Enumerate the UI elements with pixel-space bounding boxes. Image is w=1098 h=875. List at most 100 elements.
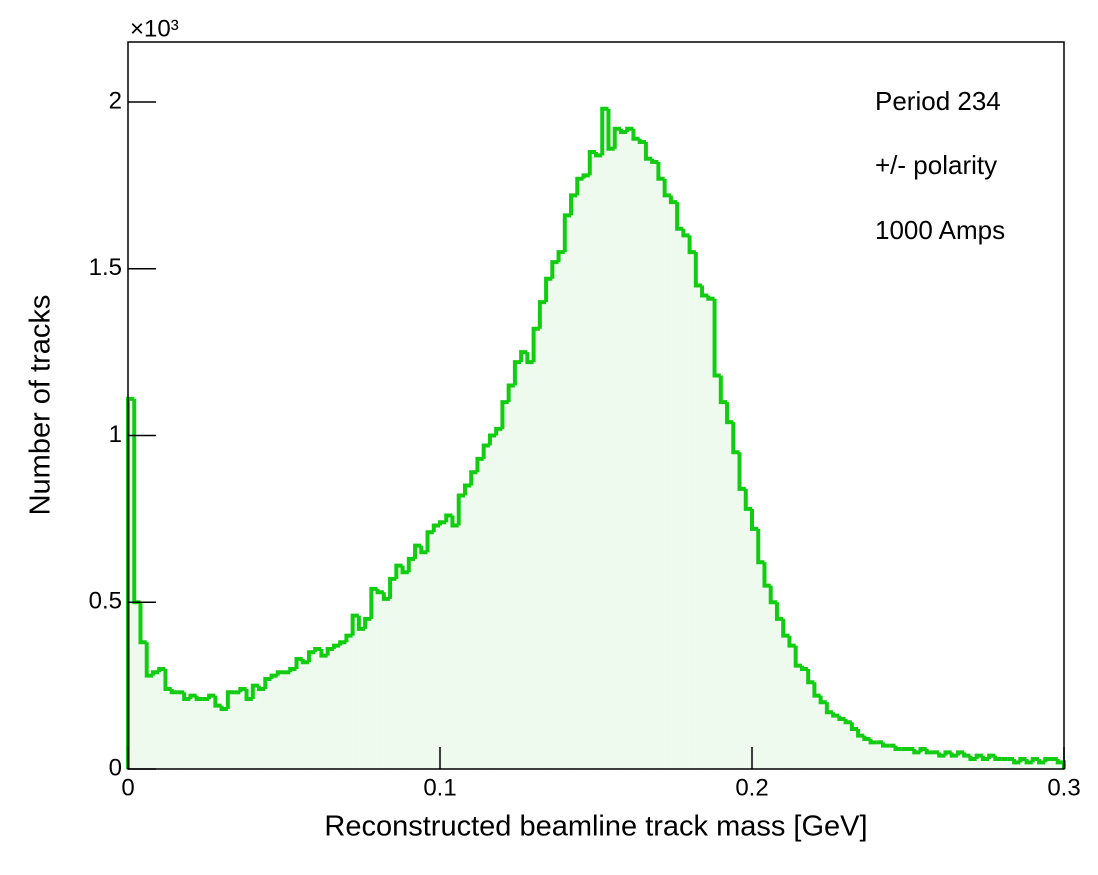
bar bbox=[346, 635, 353, 769]
bar-outline bbox=[325, 646, 334, 656]
bar bbox=[527, 362, 534, 769]
bar-outline bbox=[369, 586, 378, 619]
bar-outline bbox=[225, 690, 235, 709]
bar-outline bbox=[550, 260, 559, 279]
bar-outline bbox=[706, 295, 715, 301]
bar bbox=[1051, 758, 1058, 769]
bar-outline bbox=[394, 563, 403, 579]
bar bbox=[720, 402, 728, 769]
bar-outline bbox=[438, 520, 447, 526]
bar-outline bbox=[275, 670, 284, 676]
bar bbox=[134, 602, 141, 769]
bar bbox=[539, 302, 547, 769]
bar-outline bbox=[650, 158, 659, 165]
bar bbox=[583, 175, 590, 769]
bar bbox=[302, 662, 309, 769]
bar bbox=[683, 235, 690, 770]
bar bbox=[352, 615, 359, 769]
y-axis-title: Number of tracks bbox=[25, 295, 57, 516]
bar bbox=[308, 652, 316, 769]
bar-outline bbox=[188, 693, 197, 699]
bar bbox=[477, 458, 484, 769]
bar bbox=[645, 158, 653, 769]
bar-outline bbox=[319, 648, 328, 658]
bar bbox=[982, 758, 990, 769]
bar bbox=[664, 195, 671, 769]
bar bbox=[589, 152, 596, 769]
bar bbox=[858, 735, 865, 769]
bar bbox=[546, 278, 553, 769]
bar bbox=[333, 645, 341, 769]
bar bbox=[277, 672, 284, 769]
bar bbox=[1039, 762, 1046, 769]
bar bbox=[901, 748, 908, 769]
bar-outline bbox=[955, 750, 965, 756]
bar-outline bbox=[837, 715, 846, 721]
bar bbox=[1045, 758, 1052, 769]
bar bbox=[196, 698, 203, 769]
bar bbox=[995, 758, 1002, 769]
bar bbox=[964, 755, 971, 769]
bar-outline bbox=[425, 530, 434, 553]
bar bbox=[908, 748, 915, 769]
annotation: Period 234 bbox=[875, 86, 1001, 116]
bar bbox=[552, 262, 559, 769]
bar bbox=[408, 558, 416, 769]
bar bbox=[252, 685, 260, 769]
bar bbox=[402, 572, 409, 769]
bar-outline bbox=[288, 666, 297, 673]
bar-outline bbox=[381, 592, 391, 601]
bar-outline bbox=[612, 126, 621, 149]
bar bbox=[976, 755, 983, 769]
bar-outline bbox=[937, 752, 946, 758]
bar-outline bbox=[793, 645, 802, 668]
bar-outline bbox=[881, 742, 890, 748]
bar bbox=[321, 655, 328, 769]
bar bbox=[296, 658, 303, 769]
bar-outline bbox=[1043, 756, 1052, 763]
bar-outline bbox=[169, 688, 178, 695]
bar bbox=[152, 672, 160, 769]
bar-outline bbox=[993, 755, 1002, 761]
bar-outline bbox=[575, 176, 584, 196]
bar bbox=[383, 598, 391, 769]
bar-outline bbox=[743, 488, 752, 511]
bar bbox=[808, 682, 815, 769]
bar bbox=[496, 428, 503, 769]
bar bbox=[826, 712, 834, 769]
bar bbox=[446, 515, 453, 769]
bar bbox=[508, 385, 515, 769]
bar-outline bbox=[481, 443, 490, 459]
bar-outline bbox=[213, 695, 222, 708]
bar bbox=[433, 525, 440, 769]
bar bbox=[889, 745, 896, 769]
bar bbox=[327, 648, 334, 769]
bar bbox=[177, 692, 185, 769]
bar bbox=[215, 705, 222, 769]
bar-outline bbox=[338, 640, 347, 646]
bar bbox=[140, 642, 147, 769]
bar bbox=[365, 618, 372, 769]
bar-outline bbox=[618, 128, 628, 135]
bar-outline bbox=[731, 422, 740, 455]
bar-outline bbox=[350, 613, 359, 636]
bar bbox=[702, 295, 709, 769]
bar-outline bbox=[818, 695, 827, 705]
bar bbox=[396, 565, 403, 769]
bar-outline bbox=[444, 513, 453, 523]
bar-outline bbox=[712, 298, 721, 378]
bar bbox=[926, 752, 933, 769]
bar bbox=[989, 755, 996, 769]
bar-outline bbox=[787, 635, 796, 648]
bar bbox=[739, 488, 746, 769]
bar-outline bbox=[824, 702, 834, 715]
bar-outline bbox=[257, 685, 266, 691]
bar bbox=[502, 402, 509, 769]
bar bbox=[839, 718, 846, 769]
bar-outline bbox=[806, 668, 815, 685]
bar bbox=[914, 752, 921, 769]
bar bbox=[489, 435, 497, 769]
bar-outline bbox=[419, 545, 428, 555]
bar bbox=[558, 252, 565, 770]
bar bbox=[895, 748, 902, 769]
